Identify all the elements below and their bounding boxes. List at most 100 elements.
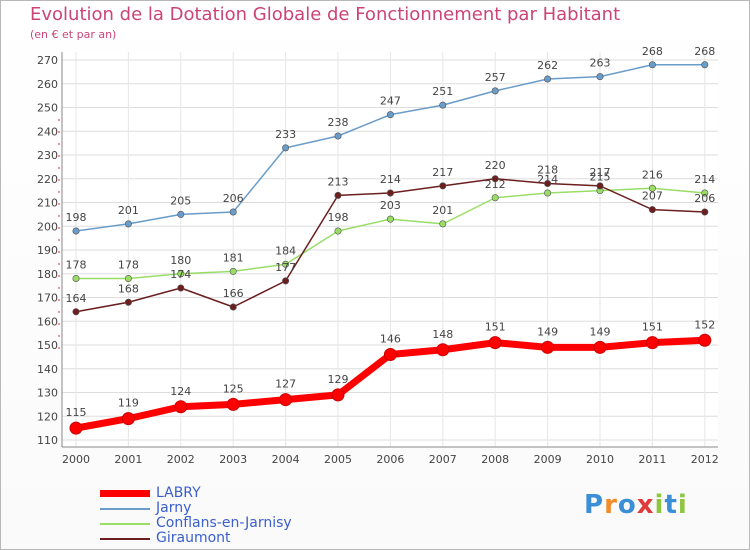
series-giraumont-point [701, 208, 709, 216]
series-giraumont-data-label: 166 [223, 287, 244, 300]
x-tick-label: 2012 [691, 453, 719, 466]
brand-letter: i [677, 490, 688, 520]
series-conflans-en-jarnisy-point [282, 260, 290, 268]
legend-item-jarny[interactable]: Jarny [100, 501, 360, 516]
series-conflans-en-jarnisy-point [491, 194, 499, 202]
series-giraumont-data-label: 206 [694, 192, 715, 205]
y-tick-label: 200 [37, 220, 58, 233]
y-tick-label: 210 [37, 197, 58, 210]
series-giraumont-data-label: 218 [537, 164, 558, 177]
series-labry-point [645, 336, 659, 350]
chart-title: Evolution de la Dotation Globale de Fonc… [30, 4, 621, 25]
series-jarny-point [177, 210, 185, 218]
legend-label-conflans: Conflans-en-Jarnisy [156, 515, 292, 531]
series-labry-point [593, 340, 607, 354]
series-labry-data-label: 148 [432, 328, 453, 341]
y-tick-label: 160 [37, 315, 58, 328]
series-giraumont-point [282, 277, 290, 285]
series-labry-data-label: 115 [66, 406, 87, 419]
series-labry-point [331, 388, 345, 402]
y-tick-label: 110 [37, 434, 58, 447]
series-labry-point [488, 336, 502, 350]
y-tick-label: 260 [37, 78, 58, 91]
series-giraumont-point [544, 180, 552, 188]
series-labry-point [541, 340, 555, 354]
series-labry-point [436, 343, 450, 357]
legend-swatch-labry [100, 490, 150, 497]
series-labry-data-label: 129 [328, 373, 349, 386]
series-jarny-point [648, 61, 656, 69]
x-tick-label: 2003 [219, 453, 247, 466]
series-jarny-point [334, 132, 342, 140]
series-conflans-en-jarnisy-data-label: 184 [275, 244, 296, 257]
series-labry-data-label: 119 [118, 397, 139, 410]
series-jarny-data-label: 268 [694, 45, 715, 58]
brand-letter: t [664, 490, 678, 520]
series-giraumont-point [72, 308, 80, 316]
legend-label-jarny: Jarny [156, 500, 192, 516]
series-jarny-data-label: 198 [66, 211, 87, 224]
y-tick-label: 180 [37, 268, 58, 281]
series-jarny-data-label: 233 [275, 128, 296, 141]
series-jarny-data-label: 268 [642, 45, 663, 58]
series-giraumont-data-label: 220 [485, 159, 506, 172]
y-tick-label: 120 [37, 410, 58, 423]
series-labry-point [698, 333, 712, 347]
brand-letter: o [617, 490, 637, 520]
x-tick-label: 2002 [167, 453, 195, 466]
series-giraumont-data-label: 217 [590, 166, 611, 179]
x-tick-label: 2001 [114, 453, 142, 466]
series-giraumont-point [491, 175, 499, 183]
series-giraumont-point [439, 182, 447, 190]
y-tick-label: 150 [37, 339, 58, 352]
x-tick-label: 2005 [324, 453, 352, 466]
brand-letter: r [604, 490, 618, 520]
series-giraumont-data-label: 177 [275, 261, 296, 274]
y-tick-label: 270 [37, 54, 58, 67]
series-conflans-en-jarnisy-point [648, 184, 656, 192]
series-giraumont-point [229, 303, 237, 311]
series-giraumont-data-label: 217 [432, 166, 453, 179]
series-conflans-en-jarnisy-point [72, 274, 80, 282]
series-conflans-en-jarnisy-point [439, 220, 447, 228]
series-labry-point [69, 421, 83, 435]
legend-item-labry[interactable]: LABRY [100, 486, 360, 501]
legend-item-conflans[interactable]: Conflans-en-Jarnisy [100, 516, 360, 531]
y-tick-label: 240 [37, 125, 58, 138]
series-conflans-en-jarnisy-point [334, 227, 342, 235]
y-tick-label: 170 [37, 292, 58, 305]
y-tick-label: 130 [37, 387, 58, 400]
series-labry-point [226, 397, 240, 411]
x-tick-label: 2000 [62, 453, 90, 466]
series-conflans-en-jarnisy-data-label: 198 [328, 211, 349, 224]
series-labry-point [121, 412, 135, 426]
series-conflans-en-jarnisy-point [124, 274, 132, 282]
series-conflans-en-jarnisy-data-label: 181 [223, 251, 244, 264]
series-labry-data-label: 152 [694, 318, 715, 331]
series-jarny-data-label: 201 [118, 204, 139, 217]
series-jarny-point [229, 208, 237, 216]
series-conflans-en-jarnisy-data-label: 201 [432, 204, 453, 217]
x-tick-label: 2011 [638, 453, 666, 466]
y-tick-label: 140 [37, 363, 58, 376]
series-jarny-data-label: 205 [170, 194, 191, 207]
legend-swatch-conflans [100, 523, 150, 525]
series-jarny-data-label: 206 [223, 192, 244, 205]
series-giraumont-data-label: 174 [170, 268, 191, 281]
series-jarny-point [439, 101, 447, 109]
series-conflans-en-jarnisy-data-label: 203 [380, 199, 401, 212]
legend-item-giraumont[interactable]: Giraumont [100, 531, 360, 546]
series-jarny-point [386, 111, 394, 119]
series-jarny-point [282, 144, 290, 152]
x-tick-label: 2009 [534, 453, 562, 466]
legend-swatch-giraumont [100, 538, 150, 540]
series-labry-data-label: 127 [275, 378, 296, 391]
y-tick-label: 190 [37, 244, 58, 257]
y-tick-label: 230 [37, 149, 58, 162]
series-conflans-en-jarnisy-point [544, 189, 552, 197]
series-conflans-en-jarnisy-data-label: 215 [590, 171, 611, 184]
series-giraumont-point [648, 206, 656, 214]
series-giraumont-data-label: 168 [118, 282, 139, 295]
series-giraumont-data-label: 164 [66, 292, 87, 305]
series-labry-data-label: 149 [590, 325, 611, 338]
